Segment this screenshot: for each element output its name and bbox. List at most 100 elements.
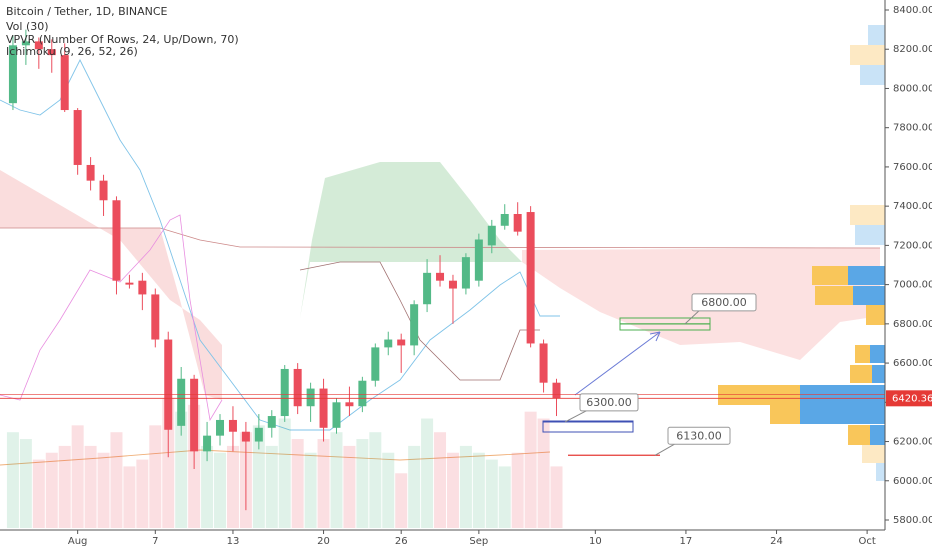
vpvr — [862, 445, 885, 463]
y-tick-label: 7000.00 — [893, 280, 932, 291]
vol-ma — [0, 449, 551, 466]
legend-item: Vol (30) — [6, 20, 49, 33]
y-tick-label: 7400.00 — [893, 201, 932, 212]
candle-body — [423, 272, 432, 305]
volume-bar — [395, 473, 408, 528]
plot — [6, 29, 563, 528]
candle-body — [86, 164, 95, 181]
vpvr — [770, 405, 800, 424]
callout-pointer — [684, 309, 701, 325]
candle-body — [112, 200, 121, 281]
volume-bar — [136, 459, 149, 528]
cloud-bear — [0, 170, 222, 400]
volume-bar — [550, 466, 563, 528]
volume-bar — [97, 452, 110, 528]
vpvr — [870, 425, 885, 445]
candle-body — [177, 378, 186, 426]
volume-bar — [317, 439, 330, 528]
volume-bar — [58, 445, 71, 528]
candle-body — [125, 282, 134, 285]
volume-bar — [330, 432, 343, 528]
vpvr — [848, 425, 870, 445]
candle-body — [539, 343, 548, 383]
candle-body — [461, 257, 470, 289]
candle-body — [267, 416, 276, 428]
volume-bar — [6, 432, 19, 528]
volume-bar — [19, 439, 32, 528]
callout-pointer — [654, 442, 677, 456]
vpvr — [800, 405, 885, 424]
x-tick-label: Oct — [858, 536, 875, 547]
volume-bar — [71, 425, 84, 528]
volume-bar — [446, 452, 459, 528]
x-tick-label: 24 — [770, 536, 783, 547]
candle-body — [552, 382, 561, 399]
volume-bar — [472, 452, 485, 528]
x-tick-label: Aug — [68, 536, 88, 547]
x-tick-label: 20 — [317, 536, 330, 547]
price-axis — [885, 0, 932, 550]
volume-bar — [343, 445, 356, 528]
last-price-label: 6420.36 — [892, 393, 932, 404]
x-tick-label: Sep — [469, 536, 488, 547]
volume-bar — [84, 445, 97, 528]
volume-bar — [408, 445, 421, 528]
y-tick-label: 7600.00 — [893, 162, 932, 173]
volume-bar — [201, 445, 214, 528]
x-tick-label: 7 — [152, 536, 158, 547]
candle-body — [203, 435, 212, 452]
volume-bar — [32, 459, 45, 528]
volume-bar — [485, 459, 498, 528]
vpvr — [850, 365, 872, 383]
arrow — [574, 331, 661, 396]
senkou-b — [0, 227, 881, 249]
legend-item: VPVR (Number Of Rows, 24, Up/Down, 70) — [6, 33, 239, 46]
legend-title: Bitcoin / Tether, 1D, BINANCE — [6, 5, 168, 18]
callout: 6800.00 — [684, 293, 757, 325]
candle-body — [474, 239, 483, 281]
candle-body — [526, 212, 535, 344]
y-tick-label: 5800.00 — [893, 515, 932, 526]
vpvr — [876, 463, 885, 481]
volume-bar — [149, 425, 162, 528]
volume-bar — [421, 418, 434, 528]
volume-bar — [214, 452, 227, 528]
volume-bar — [291, 439, 304, 528]
volume-bar — [369, 432, 382, 528]
candle-body — [319, 388, 328, 428]
volume-bar — [252, 425, 265, 528]
y-tick-label: 8400.00 — [893, 5, 932, 16]
candle-body — [345, 402, 354, 407]
candle-body — [164, 339, 173, 430]
volume-bar — [434, 432, 447, 528]
vpvr — [850, 205, 885, 225]
volume-bar — [304, 452, 317, 528]
last-price-box — [886, 390, 932, 407]
volume-bar — [459, 445, 472, 528]
vpvr — [868, 25, 885, 45]
candle-body — [228, 419, 237, 432]
volume-bar — [511, 452, 524, 528]
candle-body — [151, 294, 160, 340]
candle-body — [397, 339, 406, 346]
legend-item: Ichimoku (9, 26, 52, 26) — [6, 45, 138, 58]
y-tick-label: 7800.00 — [893, 123, 932, 134]
volume-bar — [123, 466, 136, 528]
candle-body — [241, 431, 250, 442]
volume-bar — [537, 418, 550, 528]
candle-body — [99, 180, 108, 201]
callout-pointer — [564, 409, 589, 423]
x-tick-label: 13 — [227, 536, 240, 547]
base-line — [299, 261, 540, 381]
candle-body — [487, 225, 496, 246]
candle-body — [280, 368, 289, 417]
volume-bar — [175, 411, 188, 528]
x-tick-label: 26 — [395, 536, 408, 547]
vpvr — [850, 45, 885, 65]
candle-body — [384, 339, 393, 348]
vpvr — [855, 345, 870, 363]
y-tick-label: 6600.00 — [893, 358, 932, 369]
volume-bar — [498, 466, 511, 528]
vpvr — [860, 65, 885, 85]
